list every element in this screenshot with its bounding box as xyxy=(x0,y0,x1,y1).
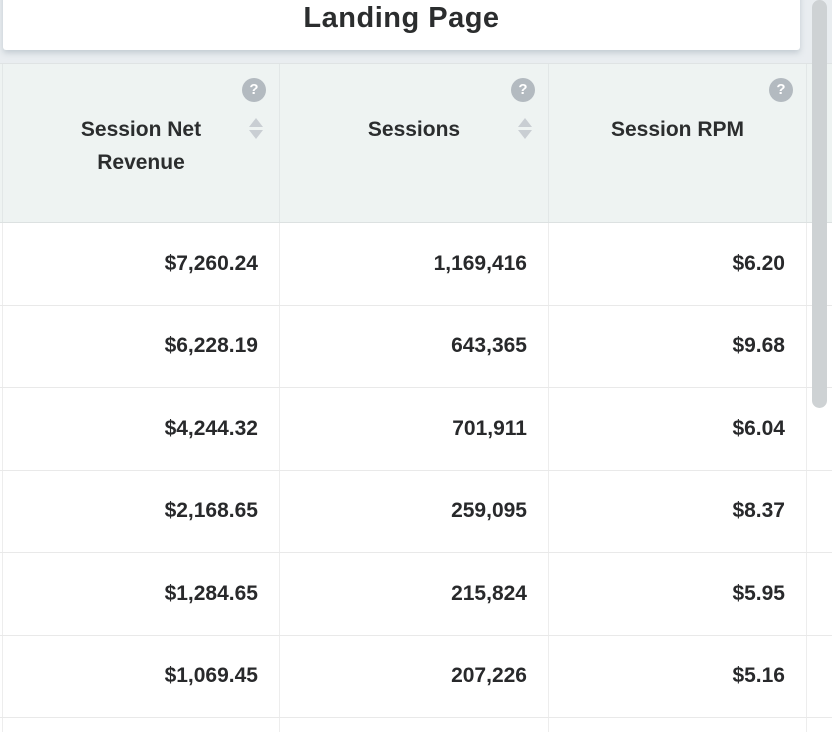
cell-session-rpm: $5.95 xyxy=(549,553,807,635)
cell-session-rpm: $6.04 xyxy=(549,388,807,470)
table-row: $1,284.65 215,824 $5.95 xyxy=(0,553,832,636)
vertical-scrollbar-thumb[interactable] xyxy=(812,0,827,408)
help-icon[interactable]: ? xyxy=(242,78,266,102)
clipped-left-column xyxy=(0,64,3,222)
column-header-label: Session RPM xyxy=(610,118,745,141)
cell-session-rpm: $8.37 xyxy=(549,470,807,552)
cell-sessions: 259,095 xyxy=(280,470,549,552)
column-header-label: Session Net Revenue xyxy=(80,118,202,174)
cell-sessions: 701,911 xyxy=(280,388,549,470)
cell-session-net-revenue: $6,228.19 xyxy=(3,305,280,387)
cell-sessions: 215,824 xyxy=(280,553,549,635)
table-row: $1,069.45 207,226 $5.16 xyxy=(0,635,832,718)
landing-page-table: ? Session Net Revenue ? Sessions ? Sessi… xyxy=(0,63,832,732)
help-icon[interactable]: ? xyxy=(769,78,793,102)
table-row: $7,260.24 1,169,416 $6.20 xyxy=(0,223,832,306)
sort-icon[interactable] xyxy=(518,118,532,139)
cell-sessions: 207,226 xyxy=(280,635,549,717)
sort-descending-arrow-icon xyxy=(249,130,263,139)
table-title-card: Landing Page xyxy=(3,0,800,50)
column-header-session-rpm[interactable]: ? Session RPM xyxy=(549,64,807,222)
table-row-partial xyxy=(0,718,832,732)
cell-sessions: 643,365 xyxy=(280,305,549,387)
table-row: $4,244.32 701,911 $6.04 xyxy=(0,388,832,471)
cell-session-net-revenue: $1,069.45 xyxy=(3,635,280,717)
column-header-label: Sessions xyxy=(367,118,461,141)
sort-icon[interactable] xyxy=(249,118,263,139)
cell-session-rpm: $6.20 xyxy=(549,223,807,305)
sort-descending-arrow-icon xyxy=(518,130,532,139)
column-header-sessions[interactable]: ? Sessions xyxy=(280,64,549,222)
table-row: $6,228.19 643,365 $9.68 xyxy=(0,305,832,388)
cell-session-net-revenue: $2,168.65 xyxy=(3,470,280,552)
cell-session-rpm: $5.16 xyxy=(549,635,807,717)
table-row: $2,168.65 259,095 $8.37 xyxy=(0,470,832,553)
cell-session-net-revenue: $4,244.32 xyxy=(3,388,280,470)
table-title: Landing Page xyxy=(303,1,500,34)
column-header-session-net-revenue[interactable]: ? Session Net Revenue xyxy=(3,64,280,222)
cell-session-net-revenue: $1,284.65 xyxy=(3,553,280,635)
sort-ascending-arrow-icon xyxy=(249,118,263,127)
cell-sessions: 1,169,416 xyxy=(280,223,549,305)
help-icon[interactable]: ? xyxy=(511,78,535,102)
table-header-row: ? Session Net Revenue ? Sessions ? Sessi… xyxy=(0,63,832,223)
sort-ascending-arrow-icon xyxy=(518,118,532,127)
cell-session-rpm: $9.68 xyxy=(549,305,807,387)
cell-session-net-revenue: $7,260.24 xyxy=(3,223,280,305)
